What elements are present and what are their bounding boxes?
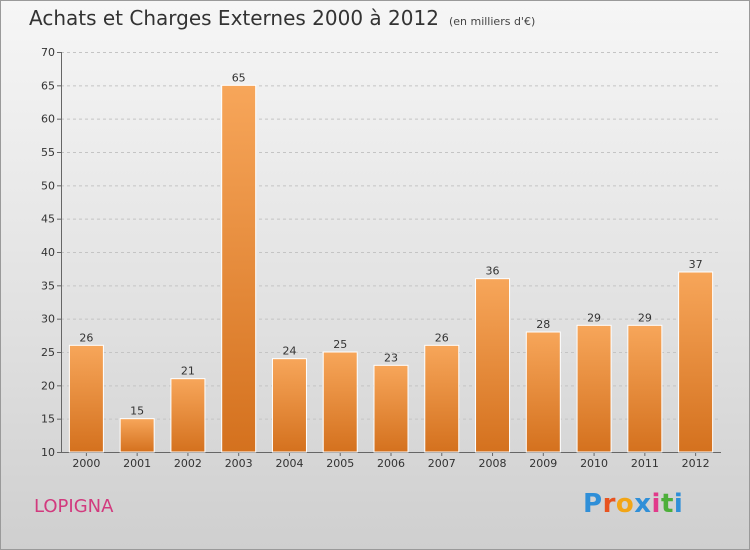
data-label-2009: 28: [536, 318, 550, 331]
bar-2009: [525, 331, 561, 453]
bar-2011: [627, 324, 663, 453]
y-tick-label: 10: [41, 446, 55, 459]
bar-2012: [678, 271, 714, 453]
x-tick-label-2012: 2012: [682, 457, 710, 470]
y-tick-label: 45: [41, 213, 55, 226]
y-tick-label: 60: [41, 113, 55, 126]
x-tick-label-2008: 2008: [479, 457, 507, 470]
data-label-2012: 37: [689, 258, 703, 271]
data-label-2003: 65: [232, 71, 246, 84]
chart-title-text: Achats et Charges Externes 2000 à 2012: [29, 6, 439, 30]
bar-2006: [373, 364, 409, 453]
bar-2010: [576, 324, 612, 453]
bar-2007: [424, 344, 460, 453]
logo-letter: r: [602, 489, 616, 519]
y-tick-label: 35: [41, 279, 55, 292]
data-label-2007: 26: [435, 331, 449, 344]
data-label-2008: 36: [486, 265, 500, 278]
x-tick-label-2010: 2010: [580, 457, 608, 470]
data-label-2000: 26: [79, 331, 93, 344]
data-label-2002: 21: [181, 365, 195, 378]
x-tick-label-2001: 2001: [123, 457, 151, 470]
bar-2001: [119, 418, 155, 453]
data-label-2004: 24: [282, 345, 296, 358]
chart-subtitle: (en milliers d'€): [448, 15, 536, 28]
labels: 10 15 20 25 30 35 40 45 50 55 60 65 70 26 2000 15 2001 21…: [41, 46, 710, 470]
logo-letter: t: [660, 489, 674, 519]
logo-letter: P: [583, 489, 603, 519]
y-tick-label: 30: [41, 313, 55, 326]
logo-letter: i: [651, 489, 661, 519]
x-tick-label-2005: 2005: [326, 457, 354, 470]
bar-2000: [68, 344, 104, 453]
y-tick-label: 55: [41, 146, 55, 159]
y-tick-label: 70: [41, 46, 55, 59]
y-tick-label: 50: [41, 179, 55, 192]
data-label-2006: 23: [384, 351, 398, 364]
data-label-2010: 29: [587, 311, 601, 324]
y-tick-label: 15: [41, 413, 55, 426]
bar-2005: [322, 351, 358, 453]
x-tick-label-2000: 2000: [72, 457, 100, 470]
x-tick-label-2007: 2007: [428, 457, 456, 470]
bar-2004: [271, 358, 307, 453]
y-tick-label: 65: [41, 79, 55, 92]
bar-2008: [475, 278, 511, 453]
logo-letter: i: [673, 489, 684, 519]
x-tick-label-2006: 2006: [377, 457, 405, 470]
y-tick-label: 20: [41, 379, 55, 392]
commune-name: LOPIGNA: [34, 496, 114, 517]
chart-title: Achats et Charges Externes 2000 à 2012 (e…: [29, 6, 535, 30]
x-tick-label-2002: 2002: [174, 457, 202, 470]
x-tick-label-2011: 2011: [631, 457, 659, 470]
bars: [68, 84, 714, 453]
x-tick-label-2004: 2004: [275, 457, 303, 470]
y-tick-label: 40: [41, 246, 55, 259]
logo-letter: x: [634, 489, 652, 519]
bar-2003: [221, 84, 257, 453]
data-label-2001: 15: [130, 405, 144, 418]
data-label-2005: 25: [333, 338, 347, 351]
data-label-2011: 29: [638, 311, 652, 324]
logo-letter: o: [615, 489, 635, 519]
x-tick-label-2009: 2009: [529, 457, 557, 470]
y-tick-label: 25: [41, 346, 55, 359]
x-tick-label-2003: 2003: [225, 457, 253, 470]
proxiti-logo: Proxiti: [583, 489, 683, 519]
bar-2002: [170, 378, 206, 453]
